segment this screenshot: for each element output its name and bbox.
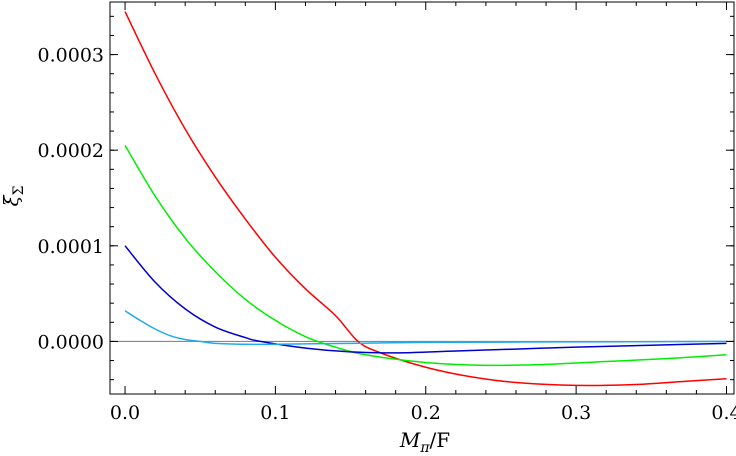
series-layer [124, 11, 727, 387]
y-tick-label: 0.0002 [38, 140, 104, 162]
x-tick-label: 0.3 [561, 402, 591, 424]
series-line-2 [124, 145, 727, 367]
y-tick-label: 0.0001 [38, 236, 104, 258]
x-axis-label: Mπ/F [399, 428, 450, 456]
series-line-1 [124, 11, 727, 387]
series-line-3 [124, 245, 727, 354]
x-axis-label-main: M [399, 428, 421, 452]
plot-frame [109, 1, 735, 395]
y-tick-label: 0.0000 [38, 331, 104, 353]
y-axis-ticks: 0.0000 0.0001 0.0002 0.0003 [38, 15, 734, 381]
y-axis-label-sub: Σ [11, 186, 27, 196]
x-tick-label: 0.0 [110, 402, 140, 424]
x-tick-label: 0.2 [411, 402, 441, 424]
x-tick-label: 0.4 [711, 402, 736, 424]
x-axis-label-suffix: /F [430, 428, 451, 452]
x-axis-label-sub: π [419, 440, 430, 456]
x-tick-label: 0.1 [260, 402, 290, 424]
series-line-4 [124, 310, 727, 346]
y-axis-label: ξΣ [0, 186, 27, 207]
y-tick-label: 0.0003 [38, 45, 104, 67]
y-axis-label-main: ξ [0, 194, 23, 206]
x-axis-ticks: 0.0 0.1 0.2 0.3 0.4 [110, 2, 736, 424]
